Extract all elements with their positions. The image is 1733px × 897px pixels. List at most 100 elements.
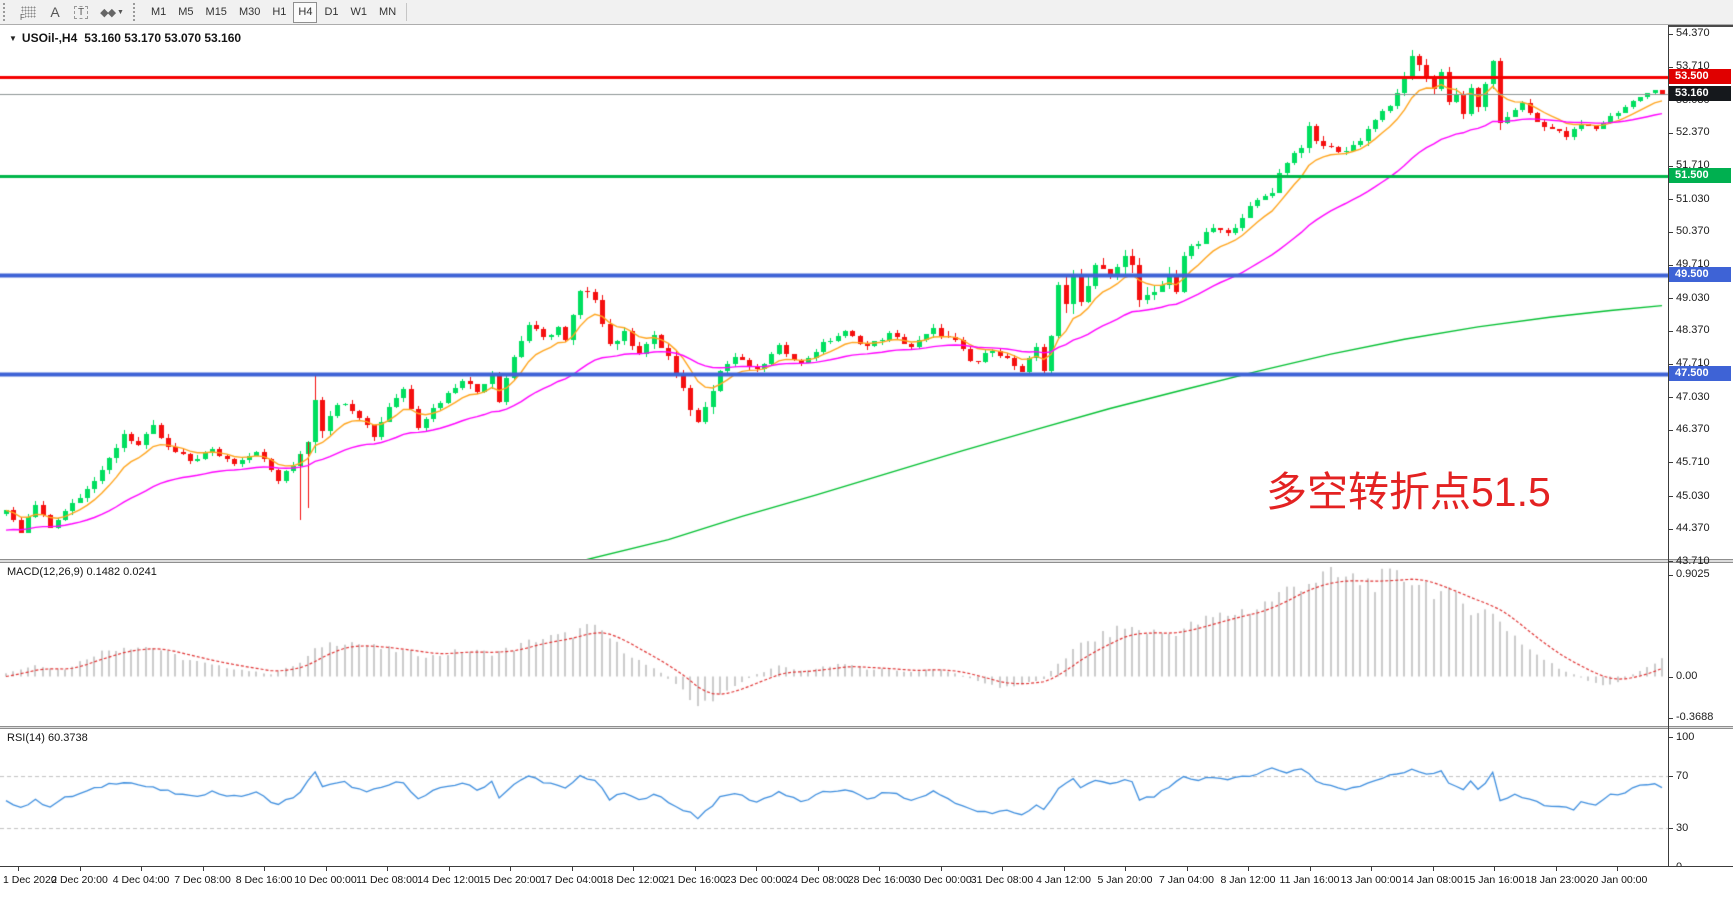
arrow-objects-icon: ◆◆: [100, 6, 116, 19]
axis-tick-mark: [1669, 776, 1673, 777]
axis-tick-mark: [1669, 364, 1673, 365]
time-tick-mark: [695, 867, 696, 871]
time-tick-mark: [1310, 867, 1311, 871]
time-label: 23 Dec 00:00: [724, 874, 788, 886]
macd-tick: 0.9025: [1676, 568, 1710, 580]
rsi-tick: 70: [1676, 770, 1689, 782]
timeframe-button-mn[interactable]: MN: [379, 6, 397, 18]
axis-tick-mark: [1669, 430, 1673, 431]
axis-tick-mark: [1669, 737, 1673, 738]
text-a-icon: A: [50, 4, 60, 20]
timeframe-button-h1[interactable]: H1: [272, 6, 287, 18]
time-label: 2 Dec 20:00: [51, 874, 108, 886]
time-label: 24 Dec 08:00: [786, 874, 849, 886]
time-tick-mark: [387, 867, 388, 871]
panel-splitter[interactable]: [0, 559, 1733, 563]
macd-canvas[interactable]: [0, 563, 1668, 726]
text-label-icon: T: [74, 5, 89, 19]
current-price-chip: 53.160: [1669, 86, 1731, 101]
time-label: 11 Jan 16:00: [1279, 874, 1340, 886]
chart-dropdown-icon[interactable]: ▼: [9, 34, 17, 43]
toolbar-separator: [406, 3, 408, 21]
timeframe-button-m5[interactable]: M5: [178, 6, 194, 18]
axis-tick-mark: [1669, 561, 1673, 562]
time-label: 14 Jan 08:00: [1402, 874, 1463, 886]
main-chart-canvas[interactable]: [0, 25, 1668, 559]
time-label: 15 Dec 20:00: [478, 874, 542, 886]
time-label: 20 Jan 00:00: [1586, 874, 1648, 886]
time-label: 4 Dec 04:00: [112, 874, 170, 886]
chart-title: ▼ USOil-,H4 53.160 53.170 53.070 53.160: [9, 31, 241, 45]
axis-tick-mark: [1669, 496, 1673, 497]
time-label: 7 Dec 08:00: [174, 874, 231, 886]
level-price-chip: 47.500: [1669, 366, 1731, 381]
macd-label: MACD(12,26,9) 0.1482 0.0241: [7, 566, 157, 578]
symbol-timeframe-label: USOil-,H4: [21, 31, 78, 45]
macd-panel: MACD(12,26,9) 0.1482 0.0241: [0, 563, 1668, 726]
time-tick-mark: [18, 867, 19, 871]
time-axis[interactable]: 1 Dec 2020 2 Dec 20:00 4 Dec 04:00 7 Dec 08…: [0, 866, 1733, 897]
axis-tick-mark: [1669, 166, 1673, 167]
time-label: 5 Jan 20:00: [1097, 874, 1153, 886]
time-label: 15 Jan 16:00: [1463, 874, 1525, 886]
arrow-objects-button[interactable]: ◆◆ ▼: [95, 2, 129, 23]
toolbar-grip[interactable]: [132, 3, 142, 21]
time-tick-mark: [449, 867, 450, 871]
toolbar-grip[interactable]: [3, 3, 12, 21]
axis-tick-mark: [1669, 677, 1673, 678]
text-a-button[interactable]: A: [43, 2, 67, 23]
rsi-label: RSI(14) 60.3738: [7, 732, 88, 744]
chart-text-annotation[interactable]: 多空转折点51.5: [1266, 469, 1551, 515]
indicator-grid-button[interactable]: F: [16, 2, 41, 23]
price-tick: 50.370: [1676, 225, 1710, 237]
axis-tick-mark: [1669, 331, 1673, 332]
panel-splitter[interactable]: [0, 726, 1733, 729]
time-tick-mark: [1248, 867, 1249, 871]
timeframe-button-w1[interactable]: W1: [350, 6, 368, 18]
price-axis[interactable]: 54.37053.71053.03052.37051.71051.03050.3…: [1668, 25, 1733, 873]
time-label: 18 Dec 12:00: [601, 874, 665, 886]
time-tick-mark: [1371, 867, 1372, 871]
time-tick-mark: [1494, 867, 1495, 871]
time-label: 30 Dec 00:00: [909, 874, 972, 886]
time-label: 21 Dec 16:00: [663, 874, 726, 886]
rsi-canvas[interactable]: [0, 729, 1668, 866]
level-price-chip: 51.500: [1669, 168, 1731, 183]
timeframe-button-m15[interactable]: M15: [205, 6, 227, 18]
timeframe-group: M1 M5 M15 M30 H1 H4 D1 W1 MN: [145, 1, 402, 23]
time-tick-mark: [264, 867, 265, 871]
timeframe-button-m1[interactable]: M1: [150, 6, 167, 18]
time-tick-mark: [941, 867, 942, 871]
axis-tick-mark: [1669, 265, 1673, 266]
time-tick-mark: [1617, 867, 1618, 871]
timeframe-button-d1[interactable]: D1: [324, 6, 339, 18]
time-tick-mark: [80, 867, 81, 871]
time-label: 7 Jan 04:00: [1159, 874, 1214, 886]
time-label: 17 Dec 04:00: [540, 874, 603, 886]
axis-tick-mark: [1669, 298, 1673, 299]
time-label: 31 Dec 08:00: [970, 874, 1034, 886]
time-label: 28 Dec 16:00: [847, 874, 911, 886]
timeframe-button-h4[interactable]: H4: [293, 1, 318, 23]
time-tick-mark: [1433, 867, 1434, 871]
macd-tick: -0.3688: [1676, 711, 1714, 723]
text-label-button[interactable]: T: [69, 2, 93, 23]
level-price-chip: 53.500: [1669, 69, 1731, 84]
axis-tick-mark: [1669, 462, 1673, 463]
price-tick: 52.370: [1676, 126, 1710, 138]
time-label: 10 Dec 00:00: [294, 874, 357, 886]
price-tick: 51.030: [1676, 193, 1710, 205]
price-tick: 49.030: [1676, 292, 1710, 304]
timeframe-button-m30[interactable]: M30: [238, 6, 261, 18]
chevron-down-icon: ▼: [117, 8, 124, 16]
price-tick: 48.370: [1676, 324, 1710, 336]
price-tick: 46.370: [1676, 423, 1710, 435]
time-label: 8 Jan 12:00: [1220, 874, 1276, 886]
axis-tick-mark: [1669, 397, 1673, 398]
axis-tick-mark: [1669, 529, 1673, 530]
rsi-tick: 30: [1676, 822, 1689, 834]
axis-tick-mark: [1669, 232, 1673, 233]
time-tick-mark: [510, 867, 511, 871]
price-tick: 47.030: [1676, 391, 1710, 403]
rsi-tick: 100: [1676, 731, 1695, 743]
